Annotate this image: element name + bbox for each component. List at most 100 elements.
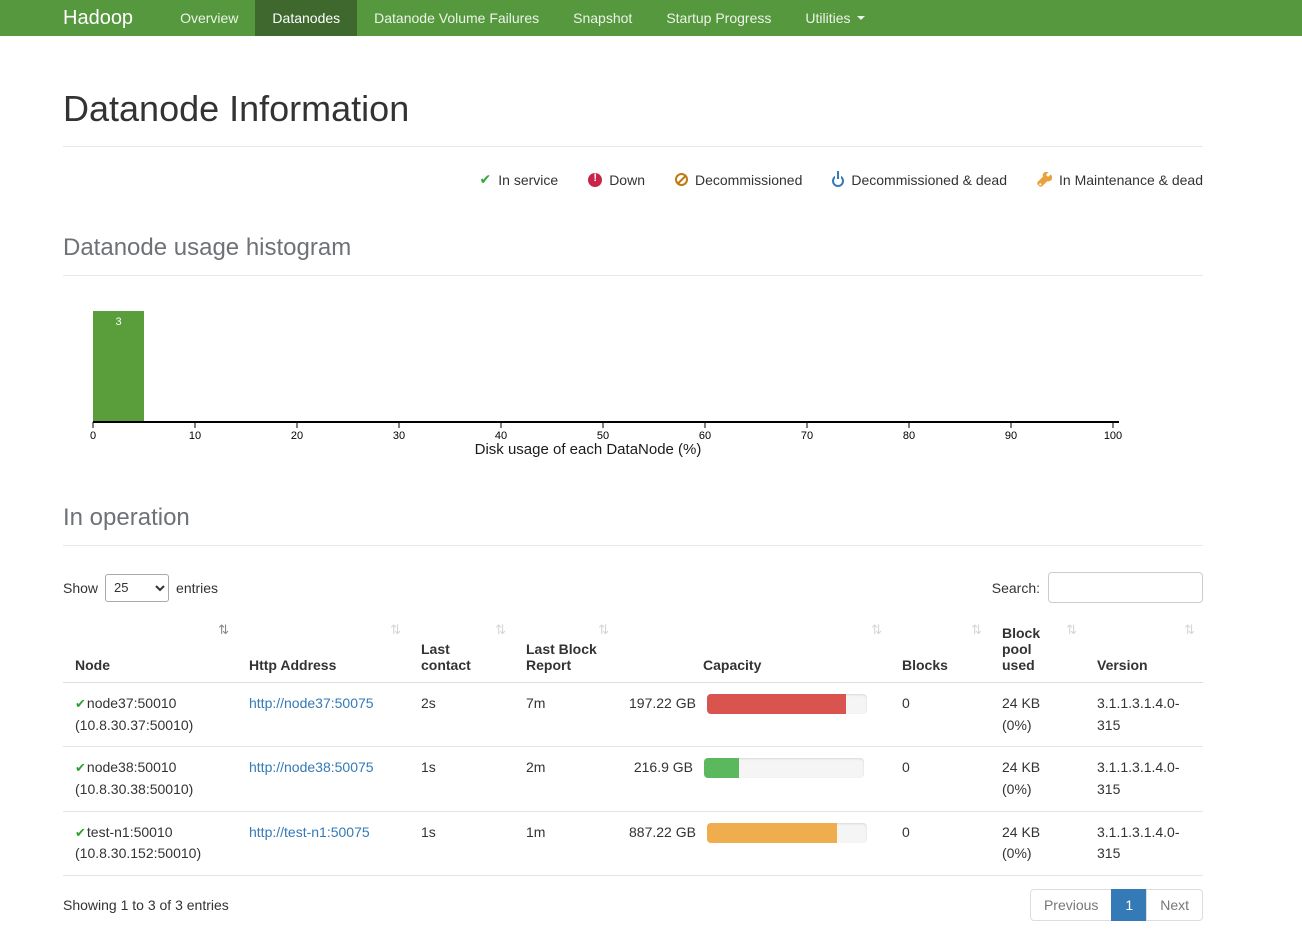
next-page-button[interactable]: Next <box>1146 889 1203 922</box>
legend-maintenance-dead: In Maintenance & dead <box>1037 171 1203 188</box>
table-row: ✔test-n1:50010 (10.8.30.152:50010) http:… <box>63 811 1203 877</box>
nav-item-utilities-dropdown[interactable]: Utilities <box>788 0 881 36</box>
node-cell: ✔test-n1:50010 (10.8.30.152:50010) <box>63 811 237 877</box>
svg-text:100: 100 <box>1104 430 1122 442</box>
column-header-node[interactable]: ⇅ Node <box>63 619 237 683</box>
check-icon: ✔ <box>75 824 86 840</box>
capacity-cell: 216.9 GB <box>617 746 890 812</box>
histogram-section-title: Datanode usage histogram <box>63 234 352 261</box>
blocks-cell: 0 <box>890 682 990 748</box>
version-cell: 3.1.1.3.1.4.0-315 <box>1085 682 1203 748</box>
block-pool-used-cell: 24 KB (0%) <box>990 746 1085 812</box>
table-row: ✔node38:50010 (10.8.30.38:50010) http://… <box>63 746 1203 812</box>
column-header-http-address[interactable]: ⇅ Http Address <box>237 619 409 683</box>
usage-histogram: 3 0 10 20 30 40 50 60 70 80 90 100 Disk usage of ea… <box>63 302 1203 458</box>
previous-page-button[interactable]: Previous <box>1029 889 1113 922</box>
column-header-version[interactable]: ⇅ Version <box>1085 619 1203 683</box>
chevron-down-icon <box>856 16 865 20</box>
sort-icon: ⇅ <box>495 622 506 637</box>
capacity-progress-bar <box>704 758 864 779</box>
last-contact-cell: 1s <box>409 811 514 877</box>
sort-icon: ⇅ <box>971 622 982 637</box>
sort-icon: ⇅ <box>1066 622 1077 637</box>
table-search-control: Search: <box>992 572 1203 603</box>
svg-text:80: 80 <box>903 430 915 442</box>
table-info-text: Showing 1 to 3 of 3 entries <box>63 897 229 914</box>
nav-item-datanodes[interactable]: Datanodes <box>255 0 358 36</box>
svg-text:3: 3 <box>115 316 121 328</box>
svg-text:50: 50 <box>597 430 609 442</box>
nav-item-snapshot[interactable]: Snapshot <box>573 10 633 26</box>
sort-icon: ⇅ <box>390 622 401 637</box>
last-contact-cell: 2s <box>409 682 514 748</box>
nav-item-datanode-volume-failures[interactable]: Datanode Volume Failures <box>374 10 540 26</box>
usage-histogram-chart: 30 10 20 30 40 50 60 70 80 90 100 <box>90 311 1122 442</box>
svg-text:70: 70 <box>801 430 813 442</box>
column-header-last-block-report[interactable]: ⇅ Last Block Report <box>514 619 617 683</box>
page-length-select[interactable]: 25 <box>105 573 170 602</box>
svg-text:10: 10 <box>189 430 201 442</box>
check-icon: ✔ <box>479 171 492 187</box>
node-cell: ✔node38:50010 (10.8.30.38:50010) <box>63 746 237 812</box>
svg-text:20: 20 <box>291 430 303 442</box>
version-cell: 3.1.1.3.1.4.0-315 <box>1085 746 1203 812</box>
navbar-brand[interactable]: Hadoop <box>63 6 134 29</box>
blocks-cell: 0 <box>890 746 990 812</box>
page-length-control: Show 25 entries <box>63 573 219 602</box>
svg-text:90: 90 <box>1005 430 1017 442</box>
http-address-link[interactable]: http://test-n1:50075 <box>249 823 370 840</box>
http-address-link[interactable]: http://node38:50075 <box>249 759 374 776</box>
last-contact-cell: 1s <box>409 746 514 812</box>
capacity-cell: 197.22 GB <box>617 682 890 748</box>
capacity-progress-bar <box>706 822 867 843</box>
legend-down: Down <box>588 171 645 188</box>
legend-decommissioned-dead: Decommissioned & dead <box>832 171 1007 188</box>
sort-icon: ⇅ <box>871 622 882 637</box>
divider <box>63 545 1203 546</box>
blocks-cell: 0 <box>890 811 990 877</box>
top-navbar: Hadoop Overview Datanodes Datanode Volum… <box>0 0 1302 36</box>
capacity-bar-fill <box>706 822 837 843</box>
power-icon <box>832 171 845 187</box>
check-icon: ✔ <box>75 696 86 711</box>
version-cell: 3.1.1.3.1.4.0-315 <box>1085 811 1203 877</box>
capacity-bar-fill <box>706 693 847 714</box>
page-title: Datanode Information <box>63 88 410 129</box>
entries-label: entries <box>176 579 219 596</box>
sort-icon: ⇅ <box>598 622 609 637</box>
datanodes-table: ⇅ Node ⇅ Http Address ⇅ Last contact ⇅ L… <box>63 619 1203 877</box>
histogram-x-axis-label: Disk usage of each DataNode (%) <box>474 441 702 458</box>
page-number-button[interactable]: 1 <box>1111 889 1148 922</box>
legend-in-service: ✔ In service <box>479 171 559 188</box>
block-pool-used-cell: 24 KB (0%) <box>990 682 1085 748</box>
ban-icon <box>674 173 688 186</box>
status-legend: ✔ In service Down Decommissioned Decommi… <box>63 171 1203 188</box>
pagination: Previous 1 Next <box>1029 889 1203 922</box>
divider <box>63 275 1203 276</box>
capacity-progress-bar <box>706 693 867 714</box>
nav-item-startup-progress[interactable]: Startup Progress <box>666 10 772 26</box>
node-cell: ✔node37:50010 (10.8.30.37:50010) <box>63 682 237 748</box>
last-block-report-cell: 7m <box>514 682 617 748</box>
sort-icon: ⇅ <box>218 622 229 637</box>
exclamation-circle-icon <box>588 172 603 187</box>
column-header-capacity[interactable]: ⇅ Capacity <box>617 619 890 683</box>
column-header-block-pool-used[interactable]: ⇅ Block pool used <box>990 619 1085 683</box>
column-header-last-contact[interactable]: ⇅ Last contact <box>409 619 514 683</box>
in-operation-section-title: In operation <box>63 504 190 531</box>
divider <box>63 146 1203 147</box>
last-block-report-cell: 2m <box>514 746 617 812</box>
column-header-blocks[interactable]: ⇅ Blocks <box>890 619 990 683</box>
search-label: Search: <box>991 579 1040 596</box>
capacity-bar-fill <box>704 758 740 779</box>
search-input[interactable] <box>1048 572 1203 603</box>
http-address-link[interactable]: http://node37:50075 <box>249 695 374 711</box>
last-block-report-cell: 1m <box>514 811 617 877</box>
show-label: Show <box>63 579 99 596</box>
svg-text:60: 60 <box>699 430 711 442</box>
wrench-icon <box>1037 172 1052 187</box>
navbar-menu: Overview Datanodes Datanode Volume Failu… <box>163 0 881 36</box>
legend-decommissioned: Decommissioned <box>674 171 802 188</box>
svg-text:0: 0 <box>90 430 96 442</box>
nav-item-overview[interactable]: Overview <box>180 10 239 26</box>
